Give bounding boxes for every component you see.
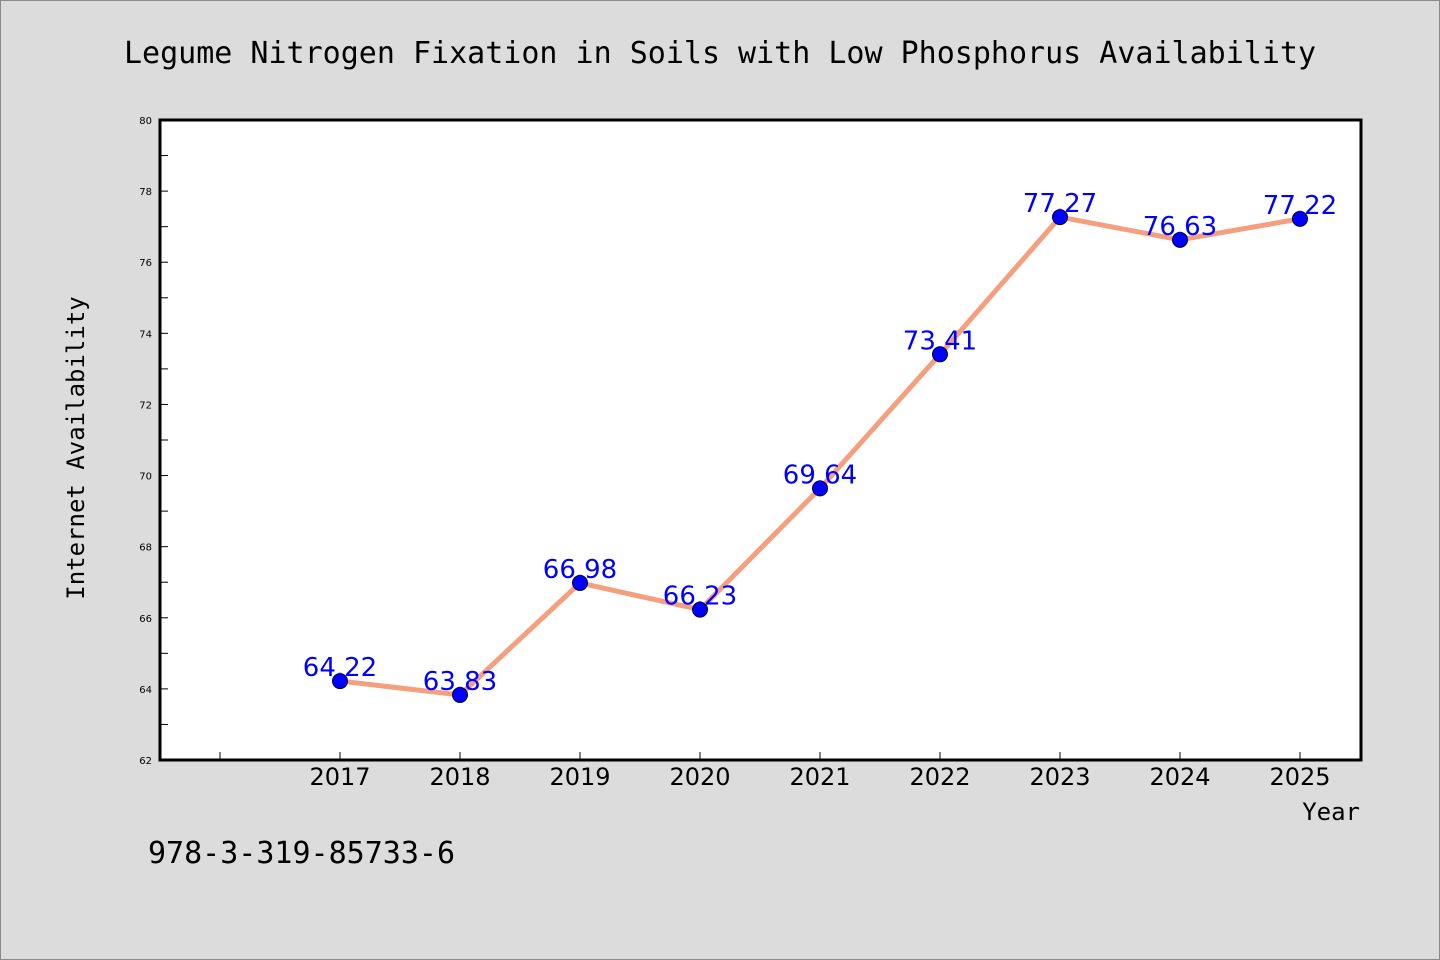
y-axis-label: Internet Availability (62, 296, 90, 599)
x-tick-label: 2021 (789, 763, 850, 791)
data-label: 63.83 (423, 667, 497, 697)
x-tick-label: 2018 (429, 763, 490, 791)
data-point (452, 686, 468, 703)
y-tick-label: 62 (139, 756, 152, 767)
y-tick-label: 80 (139, 116, 152, 127)
data-point (932, 346, 948, 363)
y-tick-label: 72 (139, 400, 152, 411)
data-label: 77.22 (1263, 191, 1337, 221)
x-tick-label: 2023 (1029, 763, 1090, 791)
data-point (332, 673, 348, 690)
chart-title: Legume Nitrogen Fixation in Soils with L… (124, 36, 1316, 71)
y-tick-label: 74 (139, 329, 152, 340)
x-tick-label: 2022 (909, 763, 970, 791)
x-tick-label: 2020 (669, 763, 730, 791)
data-point (1052, 209, 1068, 226)
plot-area (158, 118, 1363, 762)
x-tick-label: 2017 (309, 763, 370, 791)
series-layer (332, 209, 1308, 703)
data-label: 69.64 (783, 460, 857, 490)
data-point (692, 601, 708, 618)
y-tick-label: 64 (139, 685, 152, 696)
data-label: 66.98 (543, 555, 617, 585)
y-tick-label: 66 (139, 614, 152, 625)
footer-code: 978-3-319-85733-6 (148, 836, 455, 871)
data-label-layer: 64.22 63.83 66.98 66.23 69.64 73.41 77.27 76.63… (303, 189, 1337, 697)
y-tick-label: 68 (139, 543, 152, 554)
data-label: 73.41 (903, 326, 977, 356)
y-tick-label: 70 (139, 472, 152, 483)
data-label: 66.23 (663, 582, 737, 612)
data-point (572, 574, 588, 591)
y-tick-label: 78 (139, 187, 152, 198)
x-tick-label: 2024 (1149, 763, 1210, 791)
data-label: 76.63 (1143, 212, 1217, 242)
data-point (1292, 210, 1308, 227)
data-point (812, 480, 828, 497)
x-tick-label: 2019 (549, 763, 610, 791)
x-axis: 2017 2018 2019 2020 2021 2022 2023 2024 2025 (219, 752, 1331, 791)
data-label: 77.27 (1023, 189, 1097, 219)
data-point (1172, 231, 1188, 248)
y-tick-label: 76 (139, 258, 152, 269)
y-axis: 62 64 66 68 70 72 74 76 78 80 (139, 116, 168, 767)
x-tick-label: 2025 (1269, 763, 1330, 791)
x-axis-label: Year (1302, 798, 1360, 826)
data-label: 64.22 (303, 653, 377, 683)
